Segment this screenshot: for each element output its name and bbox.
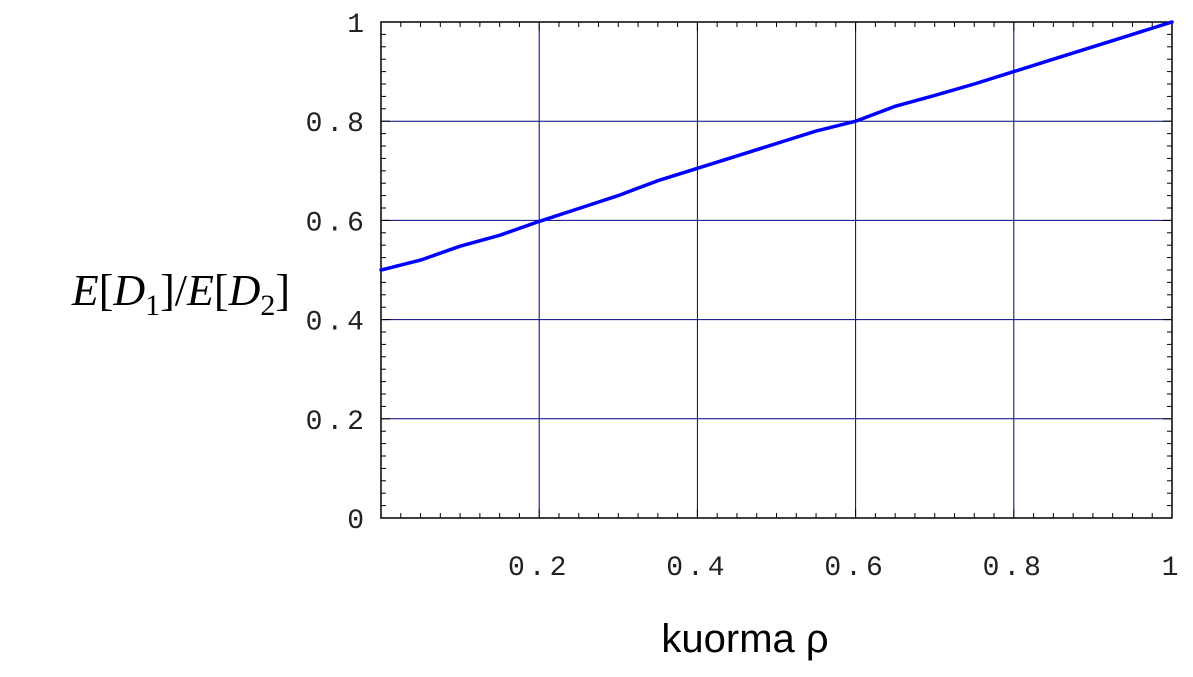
y-tick-label: 0.8 xyxy=(306,109,368,140)
y-tick-label: 0.6 xyxy=(306,208,368,239)
x-tick-label: 1 xyxy=(1162,553,1183,584)
grid xyxy=(381,22,1172,518)
x-tick-labels: 0.2 0.4 0.6 0.8 1 xyxy=(508,553,1183,584)
y-axis-label-part: ]/ xyxy=(160,266,188,315)
y-tick-labels: 0 0.2 0.4 0.6 0.8 1 xyxy=(306,10,368,537)
y-tick-label: 0.4 xyxy=(306,308,368,339)
y-axis-label-part: [ xyxy=(99,266,114,315)
minor-ticks xyxy=(380,21,1173,519)
series-layer xyxy=(379,20,1174,272)
y-tick-label: 1 xyxy=(347,10,368,41)
y-axis-label-part: D xyxy=(112,266,145,315)
y-tick-label: 0 xyxy=(347,506,368,537)
y-axis-label-part: [ xyxy=(214,266,229,315)
y-axis-label-part: ] xyxy=(275,266,290,315)
y-axis-label: E[D1]/E[D2] xyxy=(71,266,290,322)
y-axis-label-part: E xyxy=(186,266,214,315)
y-axis-label-part: E xyxy=(71,266,99,315)
y-axis-label-part: 1 xyxy=(145,289,160,322)
x-axis-label: kuorma ρ xyxy=(661,617,828,661)
series-line xyxy=(379,20,1174,272)
x-tick-label: 0.4 xyxy=(666,553,728,584)
plot-frame xyxy=(380,21,1173,519)
x-tick-label: 0.8 xyxy=(983,553,1045,584)
y-tick-label: 0.2 xyxy=(306,407,368,438)
x-tick-label: 0.2 xyxy=(508,553,570,584)
x-tick-label: 0.6 xyxy=(824,553,886,584)
y-axis-label-part: D xyxy=(228,266,261,315)
y-axis-label-part: 2 xyxy=(260,289,275,322)
